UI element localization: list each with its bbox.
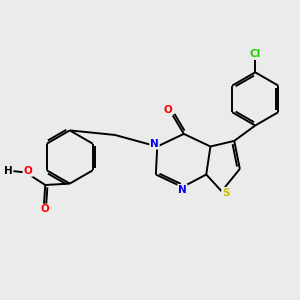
Text: H: H	[4, 166, 13, 176]
Text: N: N	[150, 139, 159, 149]
Text: O: O	[23, 166, 32, 176]
Text: O: O	[41, 205, 50, 214]
Text: S: S	[222, 188, 230, 198]
Text: O: O	[164, 105, 172, 115]
Text: N: N	[178, 185, 187, 195]
Text: Cl: Cl	[250, 49, 261, 59]
